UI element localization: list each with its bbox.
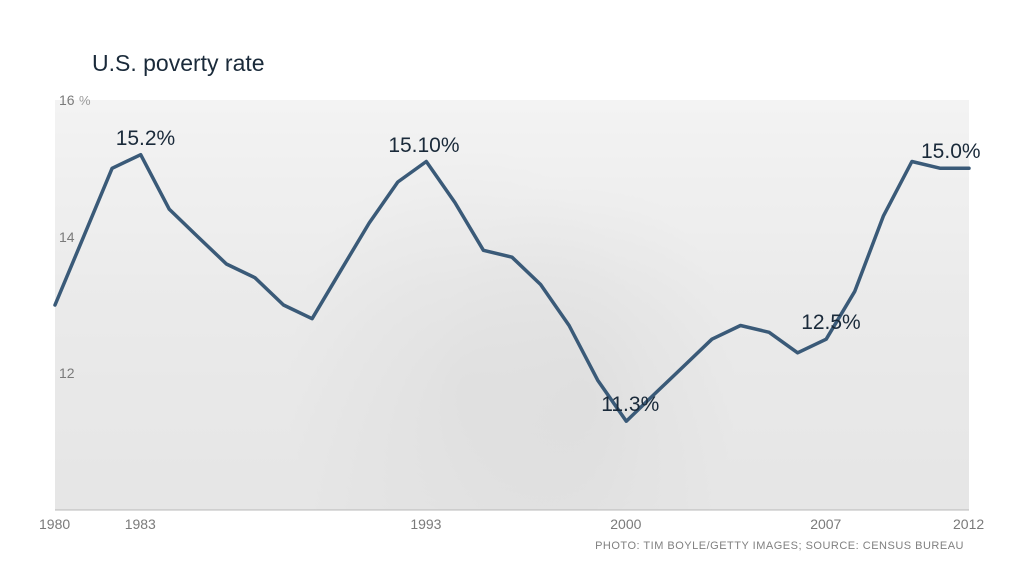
y-tick-label: 12 bbox=[59, 365, 75, 381]
y-tick-label: 14 bbox=[59, 229, 75, 245]
y-tick-label: 16 bbox=[59, 92, 75, 108]
callout-label: 15.10% bbox=[388, 134, 459, 158]
callout-label: 15.2% bbox=[116, 127, 176, 151]
callout-label: 12.5% bbox=[801, 311, 861, 335]
x-tick-label: 1983 bbox=[125, 516, 156, 532]
callout-label: 11.3% bbox=[601, 393, 659, 417]
x-tick-label: 2012 bbox=[953, 516, 984, 532]
x-tick-label: 2007 bbox=[810, 516, 841, 532]
x-tick-label: 1993 bbox=[410, 516, 441, 532]
chart-svg bbox=[0, 0, 1024, 576]
credit-line: PHOTO: TIM BOYLE/GETTY IMAGES; SOURCE: C… bbox=[595, 540, 964, 552]
poverty-rate-chart: U.S. poverty rate 121416%198019831993200… bbox=[0, 0, 1024, 576]
y-unit-label: % bbox=[79, 93, 91, 108]
poverty-line-path bbox=[55, 155, 969, 422]
x-tick-label: 2000 bbox=[610, 516, 641, 532]
x-tick-label: 1980 bbox=[39, 516, 70, 532]
callout-label: 15.0% bbox=[921, 140, 981, 164]
